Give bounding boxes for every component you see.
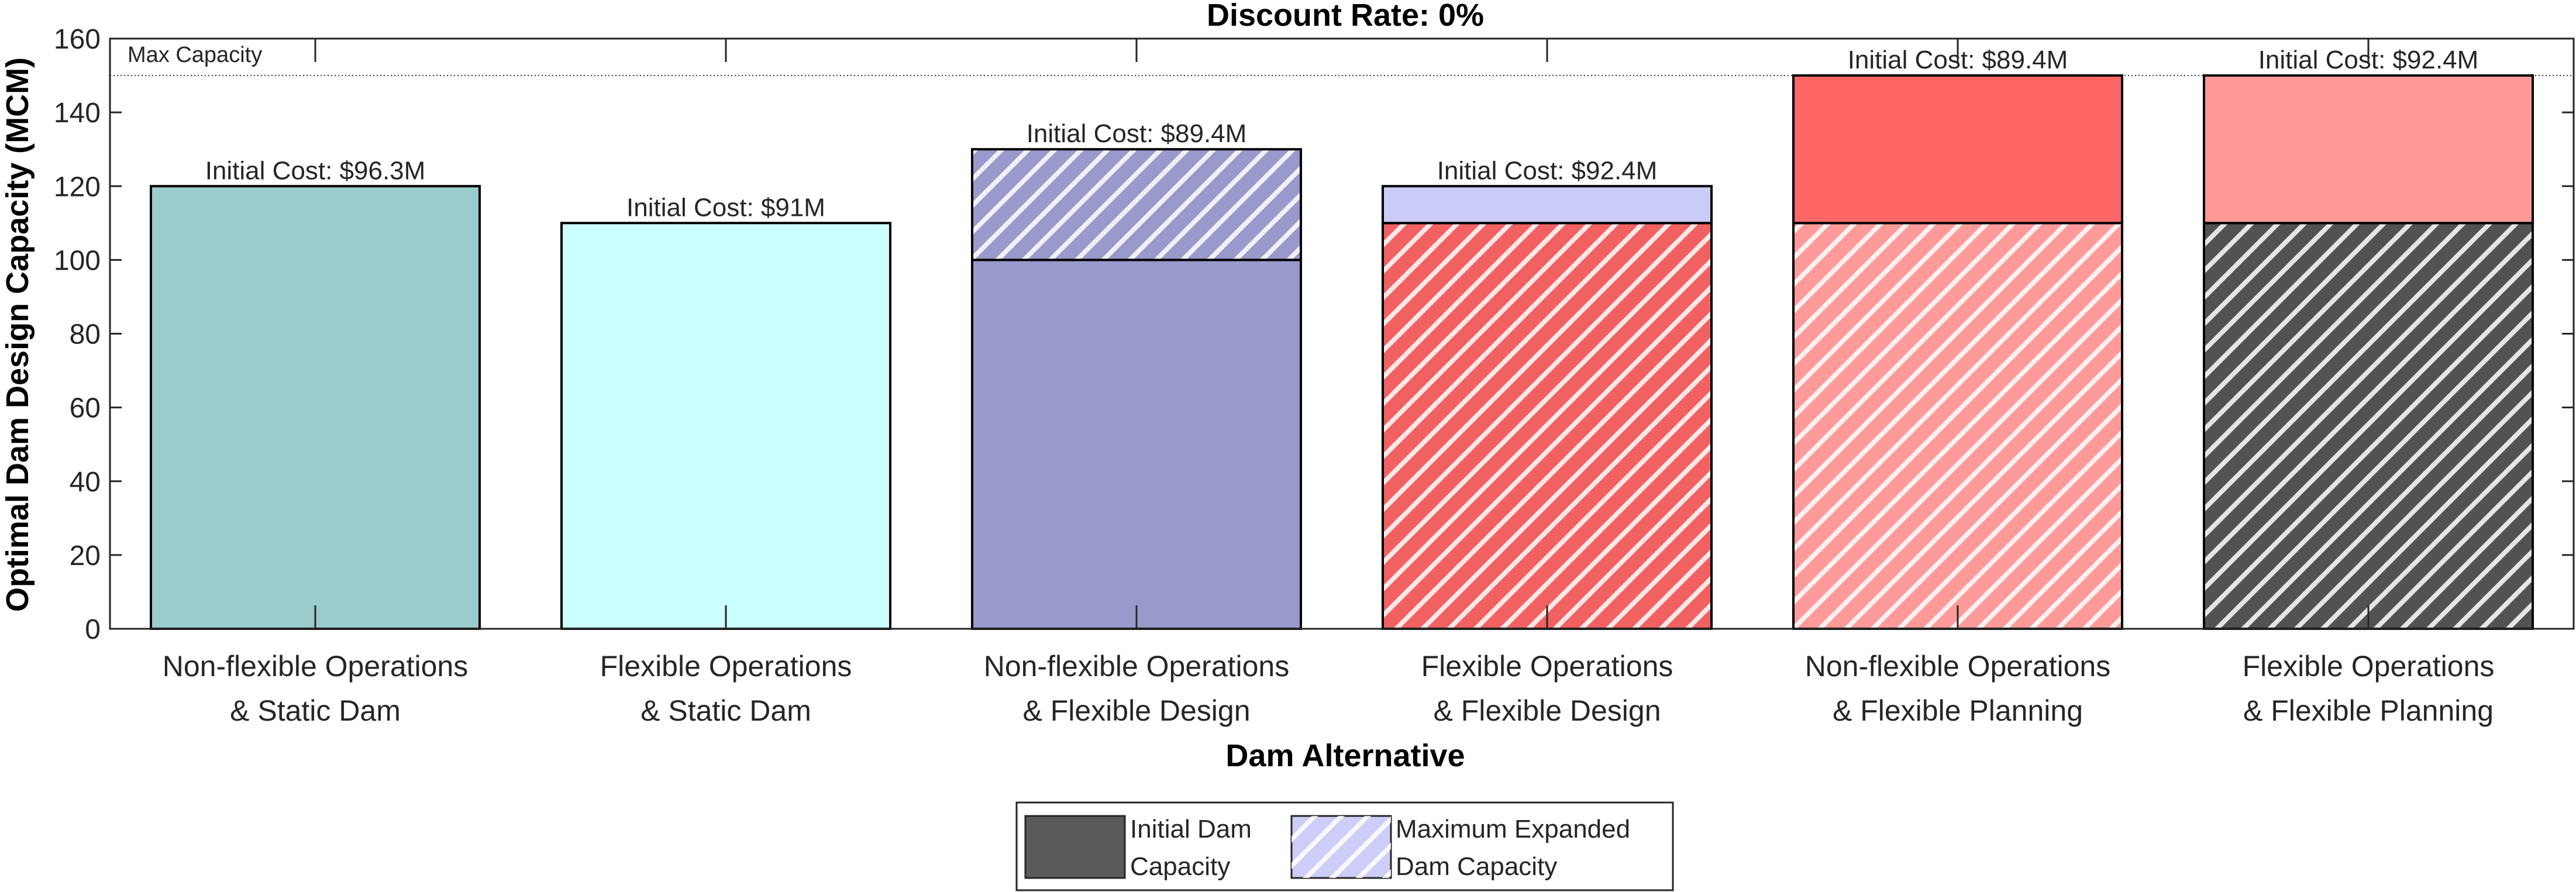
legend-label-initial-line1: Initial Dam xyxy=(1130,815,1252,843)
bar-initial-capacity xyxy=(151,186,480,629)
max-capacity-label: Max Capacity xyxy=(128,43,262,67)
bar-expansion-capacity xyxy=(2204,75,2533,223)
x-category-label-line1: Non-flexible Operations xyxy=(1805,650,2111,683)
x-category-label-line1: Non-flexible Operations xyxy=(984,650,1290,683)
bar-expansion-outline xyxy=(1792,74,2123,225)
bar-expansion-outline xyxy=(1382,185,1713,225)
plot-area xyxy=(110,39,2574,629)
x-axis-title: Dam Alternative xyxy=(1225,738,1465,773)
plot-frame xyxy=(109,37,2575,630)
bar-expansion-capacity xyxy=(1793,75,2122,223)
y-tick-label: 100 xyxy=(54,245,101,276)
y-axis-title: Optimal Dam Design Capacity (MCM) xyxy=(0,57,35,612)
y-tick-label: 120 xyxy=(54,171,101,202)
legend-item-initial: Initial Dam Capacity xyxy=(1024,815,1252,881)
y-tick-label: 0 xyxy=(85,614,101,645)
x-category-label-line2: & Flexible Design xyxy=(1022,694,1250,727)
x-category-label-line2: & Flexible Design xyxy=(1433,694,1661,727)
legend-label-initial-line2: Capacity xyxy=(1130,852,1230,881)
bar-cost-label: Initial Cost: $91M xyxy=(626,193,825,222)
y-axis: 0 20 40 60 80 100 120 140 160 xyxy=(54,24,101,645)
legend: Initial Dam Capacity Maximum Expanded Da… xyxy=(1015,801,1674,891)
bar-expansion-hatch xyxy=(972,149,1301,260)
x-category-label-line1: Non-flexible Operations xyxy=(163,650,469,683)
bar-initial-hatch xyxy=(1383,223,1711,629)
bar-cost-label: Initial Cost: $89.4M xyxy=(1848,46,2068,74)
x-category-label-line1: Flexible Operations xyxy=(600,650,852,683)
x-category-label-line2: & Static Dam xyxy=(230,694,401,727)
legend-swatch-initial xyxy=(1024,815,1126,879)
x-category-label-line1: Flexible Operations xyxy=(1421,650,1673,683)
y-tick-label: 160 xyxy=(54,24,101,55)
x-category-label-line1: Flexible Operations xyxy=(2243,650,2495,683)
legend-swatch-expanded-hatch xyxy=(1292,816,1391,878)
y-tick-label: 140 xyxy=(54,98,101,129)
bar-cost-label: Initial Cost: $89.4M xyxy=(1027,119,1247,148)
bar-expansion-outline xyxy=(971,148,1302,261)
bars xyxy=(150,74,2534,630)
bar-initial-capacity xyxy=(562,223,890,629)
bar-expansion-capacity xyxy=(1383,186,1711,223)
x-category-label-line2: & Flexible Planning xyxy=(2243,694,2494,727)
bar-initial-hatch xyxy=(1793,223,2122,629)
bar-cost-label: Initial Cost: $92.4M xyxy=(2258,46,2479,74)
x-axis: Non-flexible Operations & Static Dam Flexi… xyxy=(163,650,2495,727)
legend-label-expanded-line2: Dam Capacity xyxy=(1396,852,1557,881)
x-category-label-line2: & Static Dam xyxy=(640,694,811,727)
y-tick-label: 80 xyxy=(70,319,101,350)
legend-item-expanded: Maximum Expanded Dam Capacity xyxy=(1290,815,1630,881)
bar-initial-hatch xyxy=(2204,223,2533,629)
bar-expansion-outline xyxy=(2203,74,2534,225)
y-tick-label: 20 xyxy=(70,540,101,571)
y-tick-label: 60 xyxy=(70,393,101,424)
y-tick-label: 40 xyxy=(70,467,101,498)
bar-labels: Initial Cost: $96.3M Initial Cost: $91M In… xyxy=(205,46,2479,222)
bar-cost-label: Initial Cost: $96.3M xyxy=(205,156,426,185)
chart-title: Discount Rate: 0% xyxy=(1207,0,1484,33)
bar-initial-capacity xyxy=(972,260,1301,629)
bar-cost-label: Initial Cost: $92.4M xyxy=(1437,156,1658,185)
x-category-label-line2: & Flexible Planning xyxy=(1833,694,2083,727)
legend-label-expanded-line1: Maximum Expanded xyxy=(1396,815,1630,843)
